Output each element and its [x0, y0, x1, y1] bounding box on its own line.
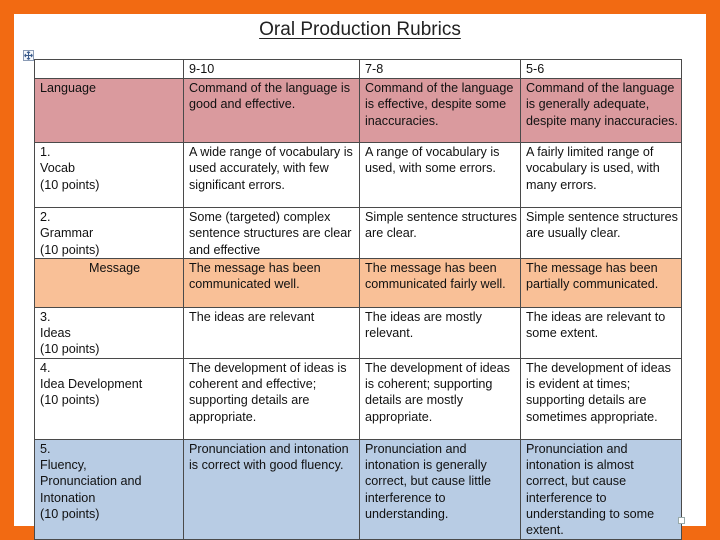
criterion-name: Idea Development [40, 377, 143, 392]
table-cell: Simple sentence structures are clear. [359, 207, 521, 259]
table-row-ideas: 3. Ideas (10 points) The ideas are releva… [34, 306, 682, 359]
table-cell: The ideas are relevant to some extent. [520, 306, 682, 359]
criterion-number: 2. [40, 210, 51, 224]
criterion-points: (10 points) [40, 506, 100, 521]
table-cell: A fairly limited range of vocabulary is … [520, 142, 682, 208]
table-row-message: Message The message has been communicate… [34, 257, 682, 308]
table-cell: The message has been communicated fairly… [359, 257, 521, 308]
criterion-name: Fluency, Pronunciation and Intonation [40, 458, 142, 505]
header-cell-7-8: 7-8 [359, 59, 521, 79]
criterion-name: Grammar [40, 226, 94, 241]
page-title: Oral Production Rubrics [259, 19, 461, 40]
table-cell: The development of ideas is evident at t… [520, 357, 682, 440]
criterion-number: 1. [40, 145, 51, 159]
table-cell: Command of the language is good and effe… [183, 78, 360, 143]
criterion-points: (10 points) [40, 393, 100, 408]
table-cell: The message has been communicated well. [183, 257, 360, 308]
criterion-number: 3. [40, 309, 51, 324]
table-cell: The development of ideas is coherent; su… [359, 357, 521, 440]
criterion-name: Ideas [40, 326, 71, 341]
table-cell: The development of ideas is coherent and… [183, 357, 360, 440]
table-cell: Pronunciation and intonation is generall… [359, 438, 521, 540]
row-label-grammar: 2. Grammar (10 points) [34, 207, 184, 259]
row-label-vocab: 1. Vocab (10 points) [34, 142, 184, 208]
table-row-language: Language Command of the language is good… [34, 78, 682, 143]
header-cell-9-10: 9-10 [183, 59, 360, 79]
move-icon [24, 51, 33, 60]
criterion-name: Vocab [40, 161, 76, 176]
row-label-message: Message [34, 257, 184, 308]
criterion-number: 5. [40, 441, 51, 456]
row-label-language: Language [34, 78, 184, 143]
header-row: 9-10 7-8 5-6 [34, 59, 682, 79]
table-cell: The ideas are mostly relevant. [359, 306, 521, 359]
document-page: Oral Production Rubrics 9-10 7-8 5-6 Lan… [14, 14, 706, 540]
table-cell: A range of vocabulary is used, with some… [359, 142, 521, 208]
table-cell: Command of the language is generally ade… [520, 78, 682, 143]
table-row-fluency: 5.Fluency, Pronunciation and Intonation … [34, 438, 682, 540]
row-label-fluency: 5.Fluency, Pronunciation and Intonation … [34, 438, 184, 540]
criterion-points: (10 points) [40, 242, 100, 257]
criterion-points: (10 points) [40, 342, 100, 357]
table-cell: The ideas are relevant [183, 306, 360, 359]
table-cell: Pronunciation and intonation is correct … [183, 438, 360, 540]
table-row-vocab: 1. Vocab (10 points) A wide range of voca… [34, 142, 682, 208]
criterion-number: 4. [40, 360, 51, 375]
table-cell: Some (targeted) complex sentence structu… [183, 207, 360, 259]
criterion-points: (10 points) [40, 177, 100, 192]
row-label-idea-development: 4. Idea Development (10 points) [34, 357, 184, 440]
table-cell: A wide range of vocabulary is used accur… [183, 142, 360, 208]
header-cell-5-6: 5-6 [520, 59, 682, 79]
table-cell: Pronunciation and intonation is almost c… [520, 438, 682, 540]
table-row-idea-development: 4. Idea Development (10 points) The devel… [34, 357, 682, 440]
header-cell-empty [34, 59, 184, 79]
row-label-ideas: 3. Ideas (10 points) [34, 306, 184, 359]
table-cell: Command of the language is effective, de… [359, 78, 521, 143]
table-cell: Simple sentence structures are usually c… [520, 207, 682, 259]
table-cell: The message has been partially communica… [520, 257, 682, 308]
table-move-handle[interactable] [23, 50, 34, 61]
rubric-table: 9-10 7-8 5-6 Language Command of the lan… [34, 59, 682, 540]
resize-icon[interactable] [678, 517, 685, 524]
table-row-grammar: 2. Grammar (10 points) Some (targeted) co… [34, 207, 682, 259]
